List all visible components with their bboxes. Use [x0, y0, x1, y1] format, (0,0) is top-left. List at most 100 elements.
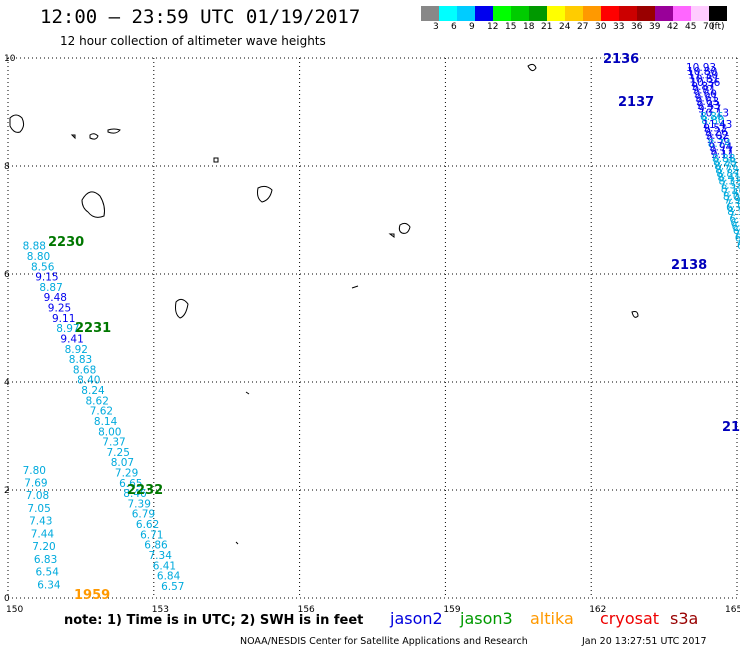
wave-height-label: 9.63 [696, 96, 719, 108]
track-time-labels: 2136 2137 2138 21 2230 2231 2232 1959 [48, 52, 740, 603]
wave-height-label: 9.36 [707, 134, 731, 146]
legend-label: 70 [703, 22, 715, 32]
wave-height-label: 10.36 [690, 77, 720, 89]
legend-label: 18 [523, 22, 535, 32]
coastline-island [81, 191, 105, 218]
x-tick-label: 165 [725, 605, 740, 615]
legend-label: 42 [667, 22, 679, 32]
wave-height-label: 6.70 [726, 202, 740, 214]
wave-height-label: 7.13 [728, 210, 740, 222]
coastline-island [70, 134, 76, 140]
coastline-island [257, 185, 273, 203]
wave-height-label: 8.88 [23, 241, 46, 253]
x-tick-label: 150 [6, 605, 23, 615]
x-tick-label: 153 [152, 605, 169, 615]
wave-height-label: 9.81 [693, 85, 716, 97]
wave-height-label: 8.87 [716, 168, 739, 180]
legend-swatch [691, 6, 709, 21]
legend-label: 33 [613, 22, 625, 32]
legend-label: 15 [505, 22, 517, 32]
legend-label: 27 [577, 22, 589, 32]
y-tick-label: 2 [4, 486, 10, 496]
wave-height-label: 8.62 [86, 395, 109, 407]
legend-swatch [493, 6, 511, 21]
wave-height-label: 9.48 [44, 292, 67, 304]
x-tick-label: 156 [298, 605, 315, 615]
wave-height-label: 8.86 [700, 111, 724, 123]
wave-height-label: 8.80 [701, 115, 724, 127]
satellite-legend-entry: altika [530, 609, 574, 628]
legend-label: 21 [541, 22, 553, 32]
wave-height-label: 6.54 [36, 567, 60, 579]
wave-height-label: 6.4 [735, 233, 740, 245]
wave-height-label: 7.05 [27, 503, 50, 515]
wave-height-label: 8.74 [708, 138, 732, 150]
wave-height-label: 6.78 [732, 221, 740, 233]
legend-label: 24 [559, 22, 571, 32]
wave-height-label: 7.0 [734, 229, 740, 241]
wave-height-label: 8.40 [77, 375, 100, 387]
color-legend [421, 6, 727, 21]
legend-swatch [637, 6, 655, 21]
wave-height-label: 7.52 [720, 180, 740, 192]
legend-label: 6 [451, 22, 457, 32]
legend-label: 30 [595, 22, 607, 32]
wave-height-label: 7.44 [31, 528, 55, 540]
wave-height-label: 8.17 [721, 183, 740, 195]
wave-height-label: 8.83 [69, 354, 92, 366]
wave-height-label: 8.87 [39, 282, 62, 294]
time-label: 2232 [127, 483, 163, 498]
wave-height-label: 8.46 [123, 488, 147, 500]
time-label: 2137 [618, 95, 654, 110]
coastline-island [213, 157, 219, 163]
y-tick-label: 10 [4, 54, 16, 64]
map-subtitle: 12 hour collection of altimeter wave hei… [60, 34, 326, 48]
legend-swatch [529, 6, 547, 21]
wave-height-label: 8.14 [94, 416, 118, 428]
wave-height-label: 9.41 [60, 334, 83, 346]
wave-height-label: 7.62 [90, 406, 113, 418]
wave-height-label: 7.43 [29, 516, 52, 528]
wave-height-label: 6.71 [140, 529, 163, 541]
coastline-island [235, 541, 239, 545]
wave-height-label: 9.11 [52, 313, 75, 325]
wave-height-label: 8.07 [111, 457, 134, 469]
wave-height-label: 6.47 [733, 225, 740, 237]
legend-label: (ft) [711, 22, 725, 32]
time-label: 2230 [48, 235, 84, 250]
wave-height-label: 7.39 [128, 498, 151, 510]
wave-height-label: 7.14 [725, 199, 740, 211]
legend-label: 36 [631, 22, 643, 32]
satellite-legend-entry: jason3 [460, 609, 513, 628]
wave-height-label: 8.56 [31, 261, 55, 273]
satellite-legend-entry: jason2 [390, 609, 443, 628]
wave-height-label: 9.53 [703, 123, 726, 135]
wave-height-label: 10.80 [687, 66, 717, 78]
wave-height-label: 6.41 [153, 560, 176, 572]
wave-height-label: 7.08 [26, 490, 49, 502]
wave-height-label: 9.02 [706, 130, 729, 142]
wave-height-label: 6 [737, 240, 740, 252]
wave-height-label: 8.77 [714, 161, 737, 173]
coastlines [9, 63, 639, 545]
x-tick-label: 159 [443, 605, 460, 615]
wave-height-label: 9.17 [710, 145, 733, 157]
wave-height-label: 9.87 [691, 81, 714, 93]
legend-swatch [421, 6, 439, 21]
coastline-island [107, 128, 121, 134]
wave-height-label: 9.27 [698, 104, 721, 116]
coastline-island [351, 285, 359, 289]
coastline-island [89, 133, 99, 140]
wave-height-label: 8.05 [723, 191, 740, 203]
x-tick-label: 162 [589, 605, 606, 615]
y-tick-label: 8 [4, 162, 10, 172]
time-label: 1959 [74, 588, 110, 603]
wave-height-label: 6.83 [34, 554, 57, 566]
coastline-island [527, 63, 537, 72]
wave-height-label: 8.88 [712, 153, 735, 165]
wave-height-label: 9.94 [709, 142, 733, 154]
wave-height-label: 8.41 [718, 172, 740, 184]
legend-label: 3 [433, 22, 439, 32]
